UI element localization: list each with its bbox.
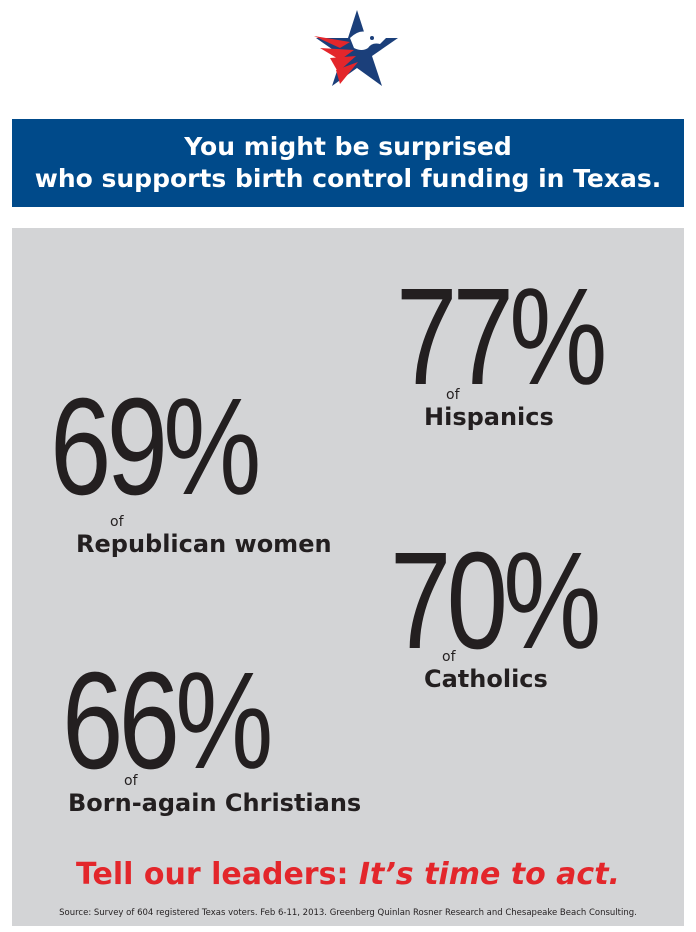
headline-line-1: You might be surprised (184, 132, 512, 161)
stat-of: of (124, 773, 138, 789)
stat-value: 70% (390, 524, 601, 678)
stat-group: Born-again Christians (68, 789, 362, 817)
cta-emphasis: It’s time to act. (358, 857, 620, 892)
headline-banner: You might be surprised who supports birt… (12, 119, 684, 207)
stat-group: Catholics (424, 665, 548, 693)
star-eagle-logo (310, 8, 402, 90)
stat-value: 77% (396, 260, 607, 414)
stat-value: 66% (62, 644, 273, 798)
stat-group: Republican women (76, 530, 332, 558)
stat-of: of (110, 514, 124, 530)
call-to-action: Tell our leaders: It’s time to act. (12, 860, 684, 890)
stat-value: 69% (50, 370, 261, 524)
stat-of: of (446, 387, 460, 403)
cta-lead: Tell our leaders: (76, 857, 349, 892)
star-eagle-icon (314, 10, 398, 86)
stats-panel: 77% of Hispanics 69% of Republican women… (12, 228, 684, 926)
stat-group: Hispanics (424, 403, 554, 431)
headline-line-2: who supports birth control funding in Te… (34, 164, 662, 193)
stat-of: of (442, 649, 456, 665)
source-note: Source: Survey of 604 registered Texas v… (59, 908, 637, 918)
